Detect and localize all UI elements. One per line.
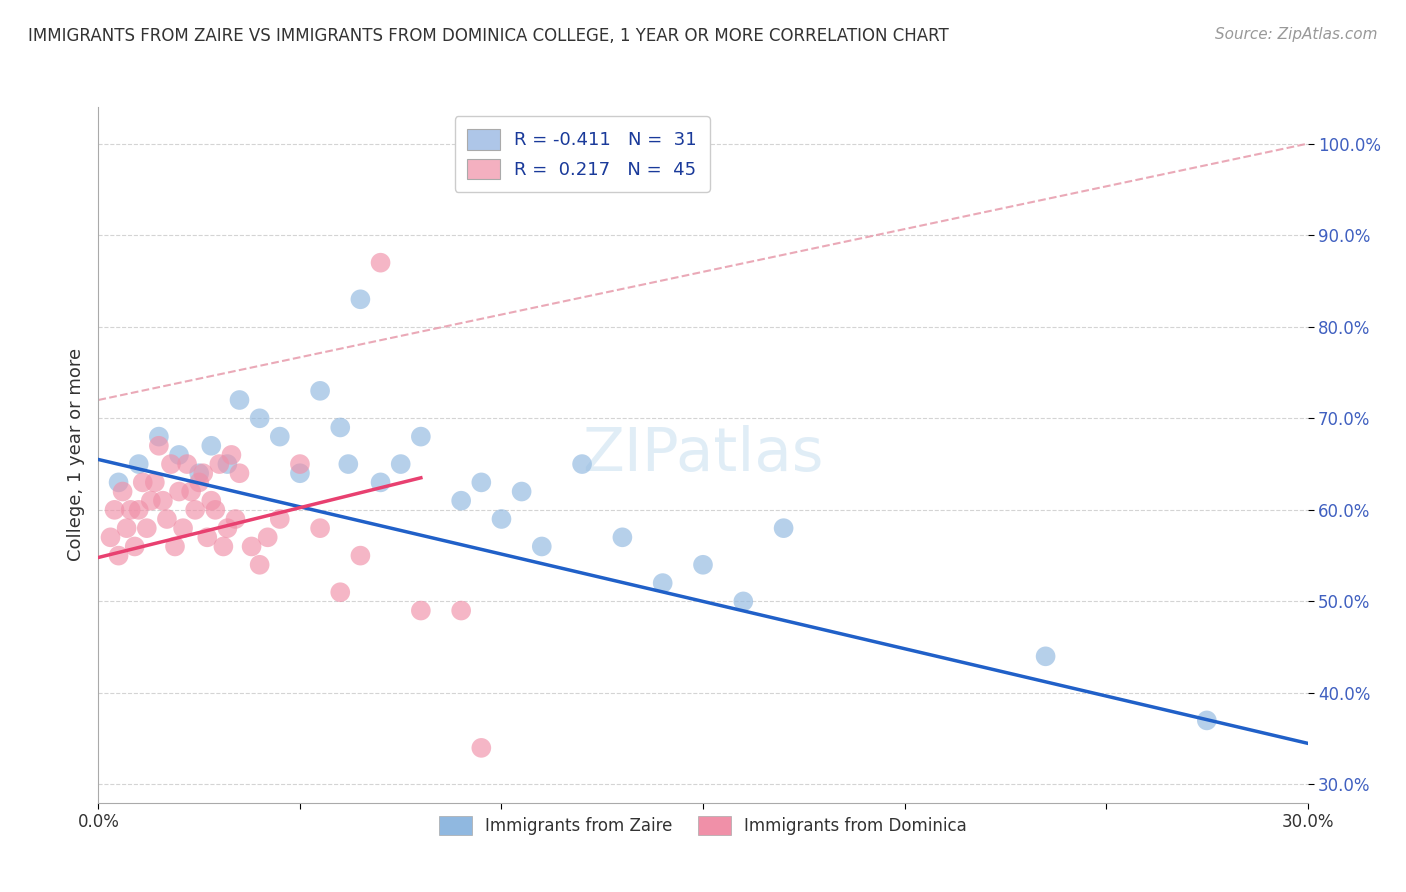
Legend: Immigrants from Zaire, Immigrants from Dominica: Immigrants from Zaire, Immigrants from D… <box>430 807 976 843</box>
Point <box>120 503 142 517</box>
Point <box>249 558 271 572</box>
Point <box>288 457 311 471</box>
Point <box>288 467 311 481</box>
Point <box>692 558 714 572</box>
Text: IMMIGRANTS FROM ZAIRE VS IMMIGRANTS FROM DOMINICA COLLEGE, 1 YEAR OR MORE CORREL: IMMIGRANTS FROM ZAIRE VS IMMIGRANTS FROM… <box>28 27 949 45</box>
Point <box>249 411 271 425</box>
Point <box>100 530 122 544</box>
Point <box>530 540 553 554</box>
Point <box>370 475 392 490</box>
Point <box>349 549 371 563</box>
Point <box>221 448 243 462</box>
Point <box>309 521 332 535</box>
Point <box>115 521 138 535</box>
Point <box>163 540 186 554</box>
Point <box>148 429 170 443</box>
Point <box>188 467 211 481</box>
Point <box>128 503 150 517</box>
Point <box>172 521 194 535</box>
Point <box>409 603 432 617</box>
Point <box>176 457 198 471</box>
Point <box>510 484 533 499</box>
Text: Source: ZipAtlas.com: Source: ZipAtlas.com <box>1215 27 1378 42</box>
Point <box>612 530 634 544</box>
Y-axis label: College, 1 year or more: College, 1 year or more <box>66 349 84 561</box>
Point <box>329 420 352 434</box>
Point <box>269 512 291 526</box>
Point <box>107 549 129 563</box>
Text: ZIPatlas: ZIPatlas <box>582 425 824 484</box>
Point <box>228 467 250 481</box>
Point <box>200 493 222 508</box>
Point <box>772 521 794 535</box>
Point <box>143 475 166 490</box>
Point <box>228 392 250 407</box>
Point <box>1035 649 1057 664</box>
Point <box>733 594 755 608</box>
Point <box>329 585 352 599</box>
Point <box>450 603 472 617</box>
Point <box>167 448 190 462</box>
Point <box>389 457 412 471</box>
Point <box>107 475 129 490</box>
Point <box>193 467 215 481</box>
Point <box>349 293 371 307</box>
Point <box>148 439 170 453</box>
Point <box>1195 714 1218 728</box>
Point <box>409 429 432 443</box>
Point <box>470 475 492 490</box>
Point <box>167 484 190 499</box>
Point <box>184 503 207 517</box>
Point <box>571 457 593 471</box>
Point <box>651 576 673 591</box>
Point <box>135 521 157 535</box>
Point <box>103 503 125 517</box>
Point <box>491 512 513 526</box>
Point <box>256 530 278 544</box>
Point <box>152 493 174 508</box>
Point <box>156 512 179 526</box>
Point <box>195 530 218 544</box>
Point <box>240 540 263 554</box>
Point <box>309 384 332 398</box>
Point <box>204 503 226 517</box>
Point <box>128 457 150 471</box>
Point <box>224 512 246 526</box>
Point <box>450 493 472 508</box>
Point <box>200 439 222 453</box>
Point <box>212 540 235 554</box>
Point <box>269 429 291 443</box>
Point <box>217 521 239 535</box>
Point <box>337 457 360 471</box>
Point <box>132 475 155 490</box>
Point <box>111 484 134 499</box>
Point <box>217 457 239 471</box>
Point <box>208 457 231 471</box>
Point <box>160 457 183 471</box>
Point <box>470 740 492 755</box>
Point <box>139 493 162 508</box>
Point <box>370 255 392 269</box>
Point <box>180 484 202 499</box>
Point <box>124 540 146 554</box>
Point <box>188 475 211 490</box>
